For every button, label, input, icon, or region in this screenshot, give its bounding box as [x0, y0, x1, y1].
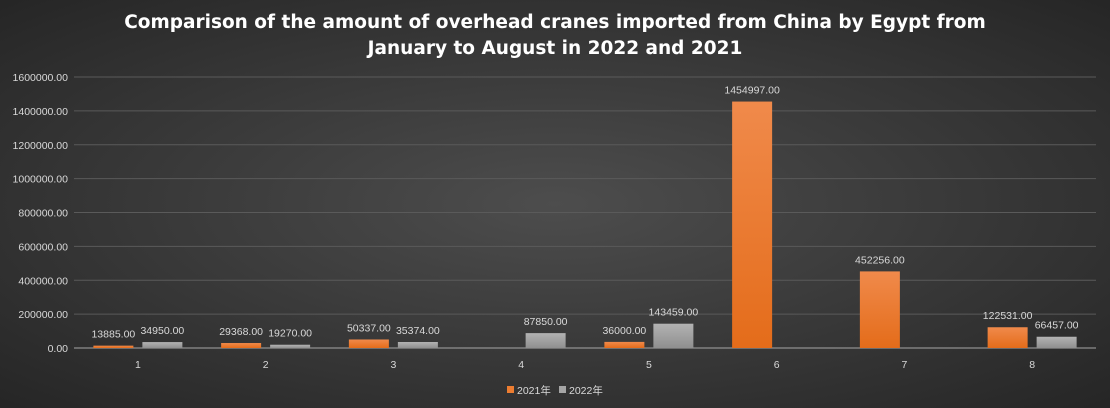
bar-2022 — [270, 344, 311, 348]
bar-2021 — [221, 343, 262, 348]
bar-2021 — [859, 271, 900, 348]
x-tick-label: 4 — [518, 359, 524, 371]
x-tick-label: 5 — [646, 359, 652, 371]
x-tick-label: 7 — [901, 359, 907, 371]
y-tick-label: 400000.00 — [18, 275, 68, 287]
legend-swatch-0 — [507, 386, 514, 393]
bar-2022 — [1036, 336, 1077, 348]
x-tick-label: 6 — [774, 359, 780, 371]
data-label: 143459.00 — [649, 307, 699, 319]
bar-2021 — [93, 345, 134, 348]
chart-title-line-2: January to August in 2022 and 2021 — [366, 38, 743, 59]
y-tick-label: 0.00 — [48, 343, 69, 355]
data-label: 19270.00 — [268, 328, 312, 340]
bar-2022 — [397, 342, 438, 348]
bar-2021 — [348, 339, 389, 348]
data-label: 29368.00 — [219, 326, 263, 338]
bar-2022 — [142, 342, 183, 348]
data-label: 35374.00 — [396, 325, 440, 337]
x-tick-label: 8 — [1029, 359, 1035, 371]
y-tick-label: 200000.00 — [18, 309, 68, 321]
chart-title-line-1: Comparison of the amount of overhead cra… — [124, 12, 986, 33]
y-tick-label: 1400000.00 — [13, 106, 69, 118]
x-tick-label: 2 — [263, 359, 269, 371]
data-label: 1454997.00 — [724, 85, 780, 97]
data-label: 36000.00 — [602, 325, 646, 337]
bar-2021 — [987, 327, 1028, 348]
y-tick-label: 800000.00 — [18, 208, 68, 220]
y-tick-label: 600000.00 — [18, 241, 68, 253]
y-tick-label: 1200000.00 — [13, 140, 69, 152]
data-label: 34950.00 — [140, 325, 184, 337]
data-label: 50337.00 — [347, 322, 391, 334]
data-label: 66457.00 — [1035, 320, 1079, 332]
data-label: 452256.00 — [855, 254, 905, 266]
bar-2021 — [732, 101, 773, 349]
x-tick-label: 3 — [390, 359, 396, 371]
data-label: 87850.00 — [524, 316, 568, 328]
bar-2022 — [525, 333, 566, 348]
legend: 2021年 2022年 — [507, 384, 603, 397]
data-label: 13885.00 — [91, 329, 135, 341]
y-tick-label: 1000000.00 — [13, 174, 69, 186]
x-tick-label: 1 — [135, 359, 141, 371]
legend-swatch-1 — [559, 386, 566, 393]
bar-2022 — [653, 323, 694, 348]
bar-2021 — [604, 341, 645, 348]
data-label: 122531.00 — [983, 310, 1033, 322]
legend-label-0: 2021年 — [517, 384, 551, 397]
legend-label-1: 2022年 — [569, 384, 603, 397]
y-tick-label: 1600000.00 — [13, 72, 69, 84]
